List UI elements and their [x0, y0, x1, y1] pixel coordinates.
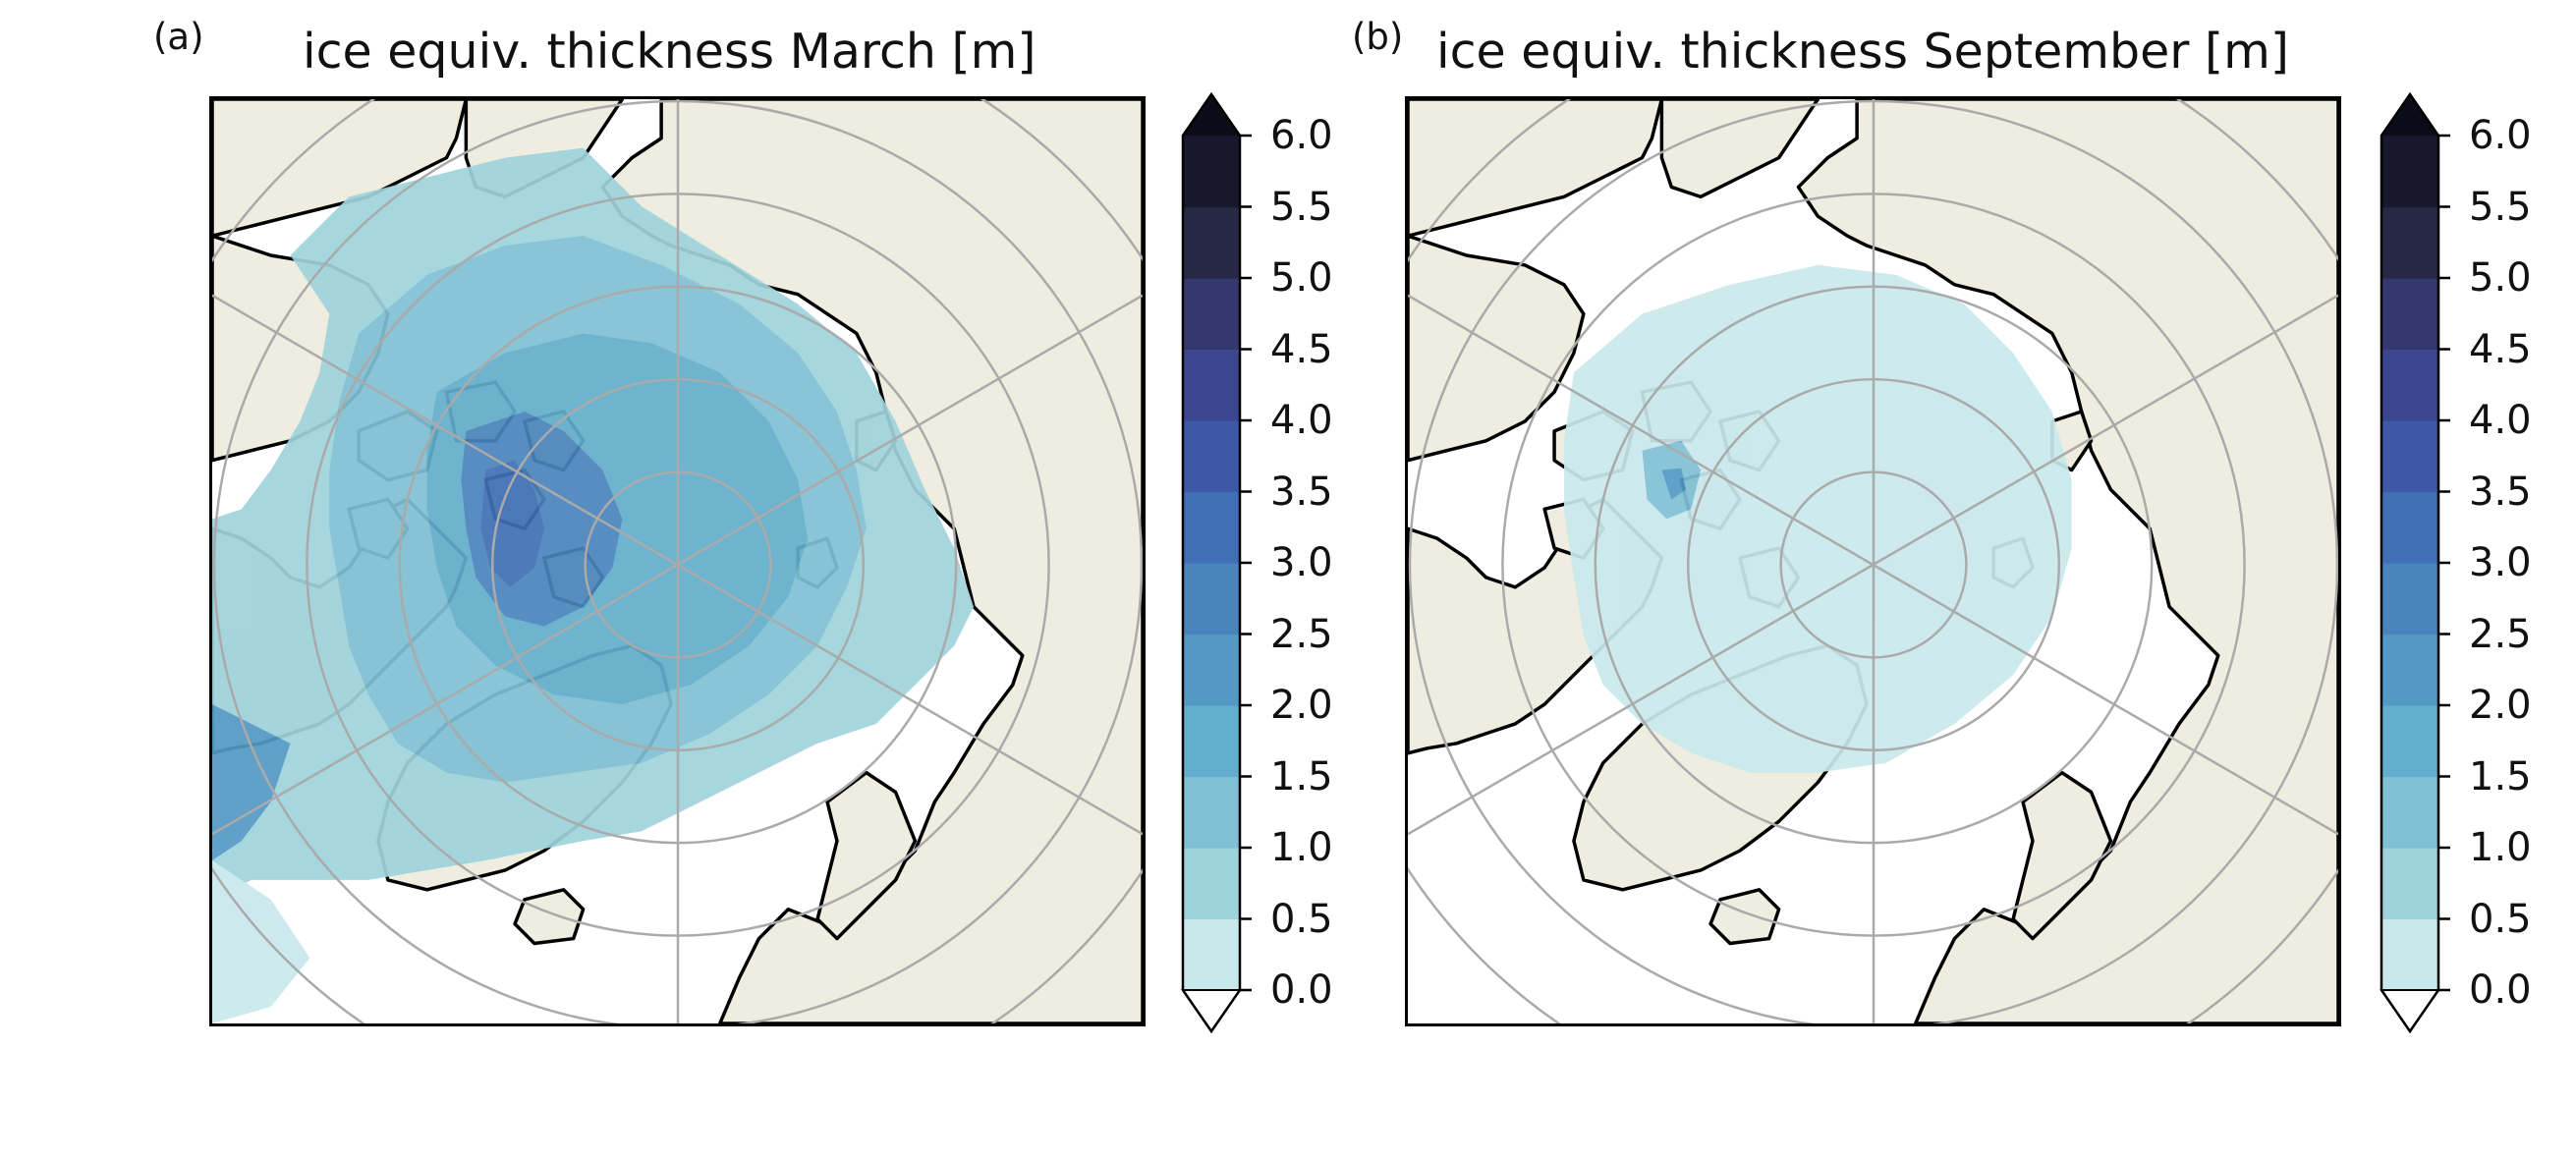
sea-ice-field: [212, 147, 975, 1023]
colorbar-segment: [2381, 491, 2438, 564]
colorbar-segment: [2381, 136, 2438, 208]
colorbar-tick: 5.5: [1270, 184, 1333, 230]
colorbar-segment: [1183, 206, 1240, 279]
colorbar-tick: 0.0: [1270, 967, 1333, 1013]
graticule: [1408, 99, 2338, 1023]
colorbar-segment: [1183, 420, 1240, 493]
colorbar-segment: [1183, 136, 1240, 208]
colorbar-tick: 0.0: [2469, 967, 2532, 1013]
colorbar-tick: 3.0: [2469, 540, 2532, 585]
colorbar-segment: [2381, 776, 2438, 849]
colorbar-segment: [2381, 563, 2438, 635]
colorbar-tick: 0.5: [1270, 896, 1333, 942]
colorbar-extend-max: [1183, 94, 1240, 136]
colorbar-tick: 3.5: [1270, 469, 1333, 515]
colorbar-segment: [1183, 634, 1240, 706]
colorbar-graphic: [1181, 91, 1252, 1034]
colorbar-segment: [2381, 349, 2438, 421]
colorbar-tick: 2.5: [1270, 611, 1333, 657]
colorbar-tick: 1.5: [1270, 753, 1333, 800]
colorbar-tick: 1.5: [2469, 753, 2532, 800]
colorbar-segment: [1183, 491, 1240, 564]
colorbar-segment: [2381, 634, 2438, 706]
colorbar-segment: [2381, 705, 2438, 778]
colorbar-tick: 6.0: [2469, 113, 2532, 158]
map-september: [1405, 96, 2341, 1026]
colorbar-segment: [1183, 563, 1240, 635]
colorbar-tick: 0.5: [2469, 896, 2532, 942]
colorbar-segment: [1183, 278, 1240, 351]
colorbar-segment: [2381, 848, 2438, 920]
colorbar-tick: 5.5: [2469, 184, 2532, 230]
colorbar-extend-min: [2380, 989, 2440, 1033]
colorbar: [2380, 91, 2450, 1034]
colorbar-segment: [2381, 278, 2438, 351]
colorbar-tick: 4.0: [2469, 398, 2532, 443]
panel-title: ice equiv. thickness September [m]: [1436, 24, 2289, 80]
sea-ice-field: [1564, 264, 2072, 773]
colorbar-tick-labels: 6.0 5.5 5.0 4.5 4.0 3.5 3.0 2.5 2.0 1.5 …: [2469, 94, 2576, 1031]
colorbar-tick: 1.0: [2469, 825, 2532, 870]
colorbar-segment: [1183, 705, 1240, 778]
colorbar-tick: 3.0: [1270, 540, 1333, 585]
colorbar-segment: [1183, 776, 1240, 849]
colorbar-tick: 5.0: [2469, 255, 2532, 301]
colorbar-segment: [2381, 206, 2438, 279]
colorbar-segment: [2381, 420, 2438, 493]
colorbar: [1181, 91, 1252, 1034]
panel-march: (a) ice equiv. thickness March [m]: [153, 16, 1333, 1034]
colorbar-tick: 6.0: [1270, 113, 1333, 158]
colorbar-tick: 4.0: [1270, 398, 1333, 443]
colorbar-extend-max: [2381, 94, 2438, 136]
panel-title: ice equiv. thickness March [m]: [303, 24, 1036, 80]
colorbar-tick: 1.0: [1270, 825, 1333, 870]
panel-label: (b): [1352, 16, 1404, 58]
colorbar-segment: [1183, 918, 1240, 991]
colorbar-tick-labels: 6.0 5.5 5.0 4.5 4.0 3.5 3.0 2.5 2.0 1.5 …: [1270, 94, 1388, 1031]
colorbar-tick: 2.5: [2469, 611, 2532, 657]
colorbar-tick: 3.5: [2469, 469, 2532, 515]
colorbar-tick: 2.0: [1270, 683, 1333, 728]
panel-label: (a): [153, 16, 204, 58]
panel-september: (b) ice equiv. thickness September [m]: [1199, 0, 2532, 1160]
colorbar-tick: 4.5: [1270, 326, 1333, 372]
colorbar-segment: [1183, 349, 1240, 421]
polar-map-march: [212, 99, 1143, 1023]
colorbar-tick: 4.5: [2469, 326, 2532, 372]
colorbar-tick: 5.0: [1270, 255, 1333, 301]
graticule: [212, 99, 1143, 1023]
colorbar-tick: 2.0: [2469, 683, 2532, 728]
polar-map-september: [1408, 99, 2338, 1023]
colorbar-segment: [1183, 848, 1240, 920]
map-march: [209, 96, 1146, 1026]
colorbar-segment: [2381, 918, 2438, 991]
colorbar-graphic: [2380, 91, 2450, 1034]
